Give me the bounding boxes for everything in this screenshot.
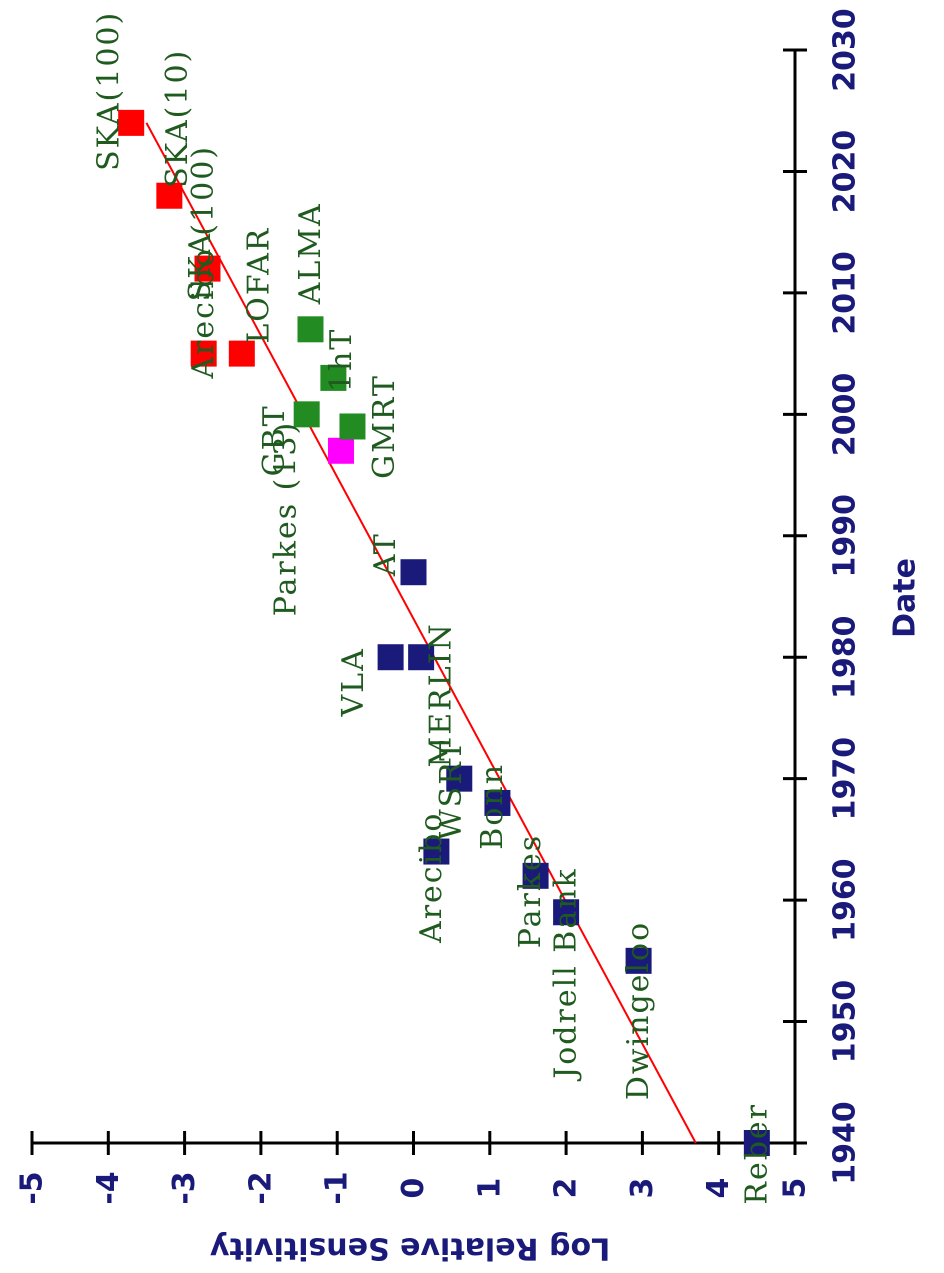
point-label-lofar: LOFAR [241,227,276,344]
axes [32,50,797,1145]
point-label-arecibo-100: Arecibo (100) [186,145,221,380]
date-tick-label: 2000 [828,373,863,457]
point-arecibo [423,838,450,865]
date-tick-label: 1980 [828,615,863,699]
trend [145,122,697,1144]
point-bonn [484,789,511,816]
point-parkes-13 [328,437,355,464]
point-alma [297,316,324,343]
point-lofar [228,340,255,367]
date-tick-label: 2030 [828,8,863,92]
point-gbt [293,401,320,428]
date-tick-label: 1940 [828,1101,863,1185]
sensitivity-tick-label: -5 [15,1171,50,1204]
titles: Date Log Relative Sensitivity [209,558,922,1265]
sensitivity-tick-label: -2 [243,1171,278,1204]
date-axis-title: Date [888,558,923,638]
sensitivity-axis-title: Log Relative Sensitivity [209,1231,610,1266]
point-parkes [522,862,549,889]
point-label-vla: VLA [336,647,371,717]
point-label-jodrell-bank: Jodrell Bank [549,867,584,1082]
point-label-dwingeloo: Dwingeloo [621,921,656,1100]
point-label-arecibo: Arecibo [414,812,449,944]
trend-line [145,122,697,1144]
point-wsrt [446,765,473,792]
point-label-bonn: Bonn [475,763,510,850]
sensitivity-tick-label: -3 [167,1171,202,1204]
date-tick-label: 1970 [828,737,863,821]
points [118,109,770,1156]
point-jodrell-bank [553,899,580,926]
point-1ht [320,364,347,391]
date-tick-label: 1950 [828,980,863,1064]
date-tick-label: 2010 [828,251,863,335]
point-reber [743,1130,770,1156]
point-ska-100 [118,109,145,136]
point-label-gmrt: GMRT [367,374,402,479]
sensitivity-tick-label: 4 [701,1178,736,1199]
point-label-ska-10: SKA(10) [160,49,195,188]
sensitivity-tick-label: 3 [625,1178,660,1199]
point-label-1ht: 1hT [324,328,359,392]
point-label-wsrt: WSRT [434,739,469,840]
point-label-reber: Reber [739,1103,774,1205]
date-tick-label: 1990 [828,494,863,578]
point-at [400,559,427,586]
date-tick-label: 1960 [828,858,863,942]
sensitivity-tick-label: 5 [778,1178,813,1199]
point-gmrt [339,413,366,440]
point-label-gbt: GBT [257,404,292,476]
point-vla [377,644,404,671]
point-label-merlin: MERLIN [424,622,459,767]
point-label-alma: ALMA [293,202,328,305]
point-dwingeloo [625,947,652,974]
point-label-parkes: Parkes [513,834,548,948]
sensitivity-tick-label: 1 [472,1178,507,1199]
point-label-ska-100: SKA(100) [92,11,127,171]
point-merlin [408,644,435,671]
ticks: 1940 1950 1960 1970 1980 1990 2000 2010 2020 2030… [15,8,863,1204]
point-label-at: AT [368,532,403,577]
sensitivity-tick-label: 2 [549,1178,584,1199]
sensitivity-tick-label: -1 [320,1171,355,1204]
date-tick-label: 2020 [828,130,863,214]
point-arecibo-100 [190,340,217,367]
sensitivity-tick-label: -4 [91,1171,126,1204]
point-label-parkes-13: Parkes (13) [269,421,304,617]
point-label-ska: SKA [183,232,218,301]
point-ska-10 [156,182,183,209]
point-ska [194,255,221,282]
sensitivity-tick-label: 0 [396,1178,431,1199]
